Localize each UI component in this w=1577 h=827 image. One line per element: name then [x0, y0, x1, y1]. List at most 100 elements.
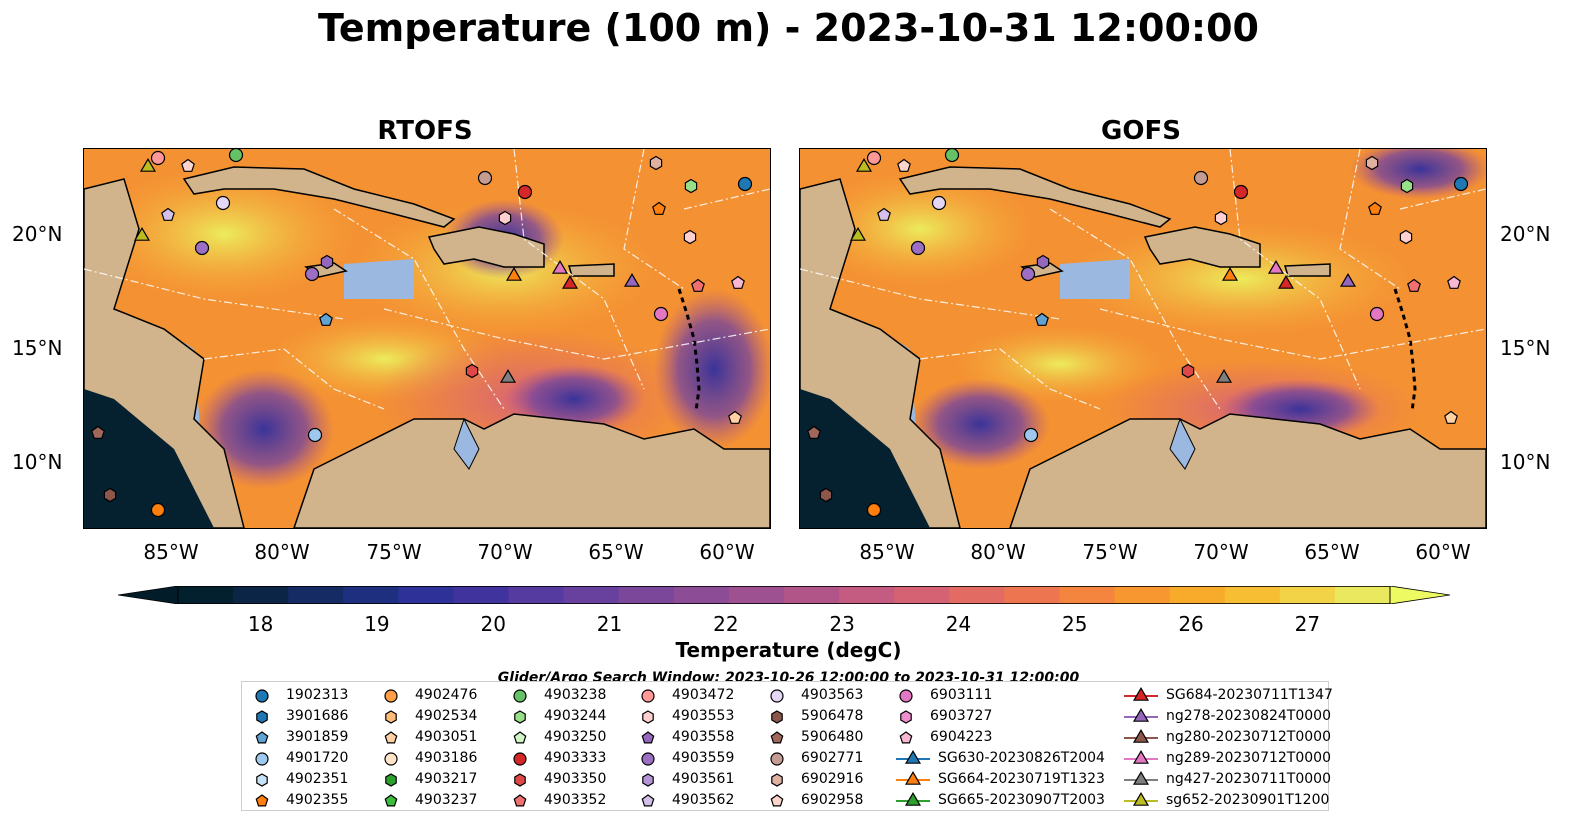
- legend-label: 4903333: [544, 750, 607, 766]
- argo-float-marker[interactable]: [1035, 312, 1049, 326]
- argo-float-marker[interactable]: [649, 155, 663, 171]
- glider-marker[interactable]: [139, 158, 157, 172]
- argo-float-marker[interactable]: [1036, 254, 1050, 270]
- argo-float-marker[interactable]: [181, 158, 195, 172]
- argo-float-marker[interactable]: [161, 207, 175, 221]
- pentagon-marker-icon: [641, 731, 655, 744]
- legend-label: ng278-20230824T0000: [1166, 708, 1331, 724]
- argo-float-marker[interactable]: [1447, 275, 1461, 289]
- argo-float-marker[interactable]: [866, 502, 882, 518]
- argo-float-marker[interactable]: [807, 425, 821, 439]
- legend-label: 6904223: [930, 729, 993, 745]
- argo-float-marker[interactable]: [1023, 427, 1039, 443]
- argo-float-marker[interactable]: [1181, 363, 1195, 379]
- lon-label-75w-left: 75°W: [366, 540, 422, 564]
- argo-float-marker[interactable]: [1365, 155, 1379, 171]
- hexagon-marker-icon: [385, 773, 397, 787]
- legend-label: 4903350: [544, 771, 607, 787]
- argo-float-marker[interactable]: [517, 184, 533, 200]
- glider-marker[interactable]: [855, 158, 873, 172]
- argo-float-marker[interactable]: [215, 195, 231, 211]
- argo-float-marker[interactable]: [1233, 184, 1249, 200]
- pentagon-marker-icon: [770, 794, 784, 807]
- argo-float-marker[interactable]: [477, 170, 493, 186]
- legend-label: 6902958: [801, 792, 864, 808]
- argo-float-marker[interactable]: [910, 240, 926, 256]
- glider-marker[interactable]: [561, 275, 579, 289]
- legend: 1902313 3901686 3901859 4901720 4902351 49023…: [241, 681, 1333, 811]
- argo-float-marker[interactable]: [1407, 278, 1421, 292]
- argo-float-marker[interactable]: [731, 275, 745, 289]
- glider-marker[interactable]: [1277, 275, 1295, 289]
- argo-float-marker[interactable]: [1400, 178, 1414, 194]
- pentagon-marker-icon: [384, 794, 398, 807]
- argo-float-marker[interactable]: [737, 176, 753, 192]
- lat-label-15n-left: 15°N: [12, 336, 63, 360]
- glider-marker[interactable]: [1215, 369, 1233, 383]
- argo-float-marker[interactable]: [465, 363, 479, 379]
- argo-float-marker[interactable]: [1399, 229, 1413, 245]
- glider-marker[interactable]: [551, 260, 569, 274]
- argo-float-marker[interactable]: [320, 254, 334, 270]
- pacific-ocean: [84, 389, 214, 528]
- argo-float-marker[interactable]: [691, 278, 705, 292]
- argo-float-marker[interactable]: [653, 306, 669, 322]
- lon-label-80w-right: 80°W: [970, 540, 1026, 564]
- colorbar-segment: [728, 586, 785, 604]
- colorbar-segment: [1169, 586, 1226, 604]
- argo-float-marker[interactable]: [91, 425, 105, 439]
- glider-marker[interactable]: [849, 227, 867, 241]
- argo-float-marker[interactable]: [150, 502, 166, 518]
- colorbar-under-arrow: [118, 586, 179, 604]
- argo-float-marker[interactable]: [228, 147, 244, 163]
- legend-label: 5906478: [801, 708, 864, 724]
- pentagon-marker-icon: [255, 731, 269, 744]
- legend-label: 4903472: [672, 687, 735, 703]
- argo-float-marker[interactable]: [931, 195, 947, 211]
- argo-float-marker[interactable]: [866, 150, 882, 166]
- glider-marker[interactable]: [133, 227, 151, 241]
- argo-float-marker[interactable]: [877, 207, 891, 221]
- glider-marker[interactable]: [1267, 260, 1285, 274]
- glider-marker[interactable]: [499, 369, 517, 383]
- argo-float-marker[interactable]: [304, 266, 320, 282]
- lon-label-80w-left: 80°W: [254, 540, 310, 564]
- argo-float-marker[interactable]: [897, 158, 911, 172]
- land-cuba: [898, 166, 1172, 228]
- glider-marker[interactable]: [623, 273, 641, 287]
- argo-float-marker[interactable]: [194, 240, 210, 256]
- argo-float-marker[interactable]: [1453, 176, 1469, 192]
- pentagon-marker-icon: [384, 731, 398, 744]
- hexagon-marker-icon: [256, 773, 268, 787]
- argo-float-marker[interactable]: [728, 410, 742, 424]
- figure-title: Temperature (100 m) - 2023-10-31 12:00:0…: [317, 6, 1259, 50]
- colorbar-segment: [343, 586, 399, 604]
- argo-float-marker[interactable]: [307, 427, 323, 443]
- triangle-line-marker-icon: [1124, 771, 1158, 785]
- glider-marker[interactable]: [1339, 273, 1357, 287]
- colorbar-segment: [618, 586, 675, 604]
- glider-marker[interactable]: [1221, 267, 1239, 281]
- argo-float-marker[interactable]: [1020, 266, 1036, 282]
- argo-float-marker[interactable]: [498, 210, 512, 226]
- glider-marker[interactable]: [505, 267, 523, 281]
- argo-float-marker[interactable]: [652, 201, 666, 215]
- hexagon-marker-icon: [771, 773, 783, 787]
- argo-float-marker[interactable]: [150, 150, 166, 166]
- argo-float-marker[interactable]: [1214, 210, 1228, 226]
- legend-label: 6903727: [930, 708, 993, 724]
- argo-float-marker[interactable]: [1369, 306, 1385, 322]
- cool-eddy: [194, 369, 334, 489]
- circle-marker-icon: [899, 689, 913, 703]
- argo-float-marker[interactable]: [103, 487, 117, 503]
- argo-float-marker[interactable]: [319, 312, 333, 326]
- argo-float-marker[interactable]: [1368, 201, 1382, 215]
- argo-float-marker[interactable]: [944, 147, 960, 163]
- argo-float-marker[interactable]: [683, 229, 697, 245]
- argo-float-marker[interactable]: [1444, 410, 1458, 424]
- legend-label: 4903553: [672, 708, 735, 724]
- argo-float-marker[interactable]: [819, 487, 833, 503]
- colorbar-segment: [233, 586, 289, 604]
- argo-float-marker[interactable]: [1193, 170, 1209, 186]
- argo-float-marker[interactable]: [684, 178, 698, 194]
